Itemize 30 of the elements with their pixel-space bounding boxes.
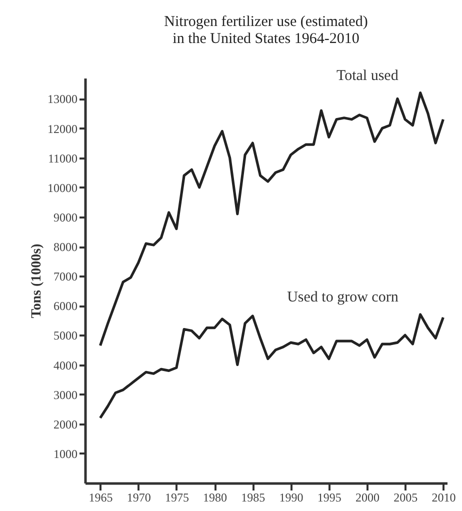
x-tick-label: 1985: [241, 490, 266, 504]
y-tick-label: 3000: [54, 388, 78, 402]
x-tick-label: 1975: [164, 490, 189, 504]
x-tick-label: 1965: [88, 490, 113, 504]
x-tick-label: 1980: [203, 490, 228, 504]
y-tick-label: 12000: [48, 122, 78, 136]
line-series: [98, 313, 444, 420]
text: in the United States 1964-2010: [172, 30, 360, 47]
y-tick-label: 5000: [54, 328, 78, 343]
text: Nitrogen fertilizer use (estimated): [164, 14, 368, 30]
line-series: [98, 91, 444, 347]
y-tick-label: 13000: [48, 92, 78, 106]
y-tick-label: 9000: [54, 210, 78, 224]
x-tick-label: 1970: [126, 490, 151, 504]
y-axis-title: Tons (1000s): [30, 243, 44, 318]
y-tick-label: 4000: [54, 358, 78, 372]
y-tick-label: 1000: [54, 446, 78, 461]
x-tick-label: 1995: [317, 490, 342, 504]
y-tick-label: 8000: [54, 240, 78, 254]
y-tick-label: 11000: [48, 151, 78, 166]
y-tick-label: 2000: [54, 417, 78, 432]
y-tick-label: 7000: [54, 270, 78, 284]
y-tick-label: 10000: [48, 180, 78, 195]
y-tick-label: 6000: [54, 299, 78, 314]
series-label: Used to grow corn: [287, 289, 399, 306]
x-tick-label: 1990: [279, 490, 304, 504]
x-tick-label: 2010: [432, 490, 456, 504]
x-tick-label: 2000: [355, 490, 380, 504]
x-tick-label: 2005: [394, 490, 418, 504]
series-label: Total used: [336, 68, 399, 84]
